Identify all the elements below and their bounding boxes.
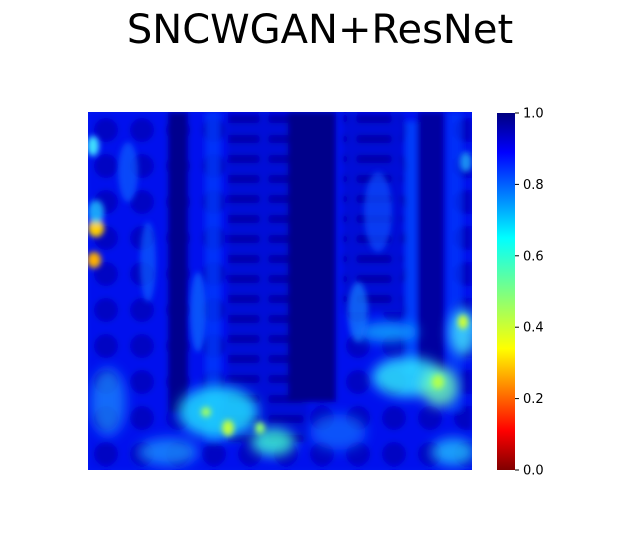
colorbar-ticks: 0.0 0.2 0.4 0.6 0.8 1.0	[515, 107, 544, 479]
chart-title: SNCWGAN+ResNet	[126, 7, 514, 53]
colorbar-tick-label: 0.8	[523, 178, 544, 193]
colorbar-tick-label: 0.0	[523, 464, 544, 479]
colorbar-gradient	[497, 113, 515, 470]
colorbar-tick-label: 0.4	[523, 321, 544, 336]
colorbar-tick-label: 0.2	[523, 392, 544, 407]
colorbar-tick-label: 1.0	[523, 107, 544, 122]
heatmap-image	[88, 112, 472, 470]
heatmap-svg	[88, 112, 472, 470]
colorbar-tick-label: 0.6	[523, 249, 544, 264]
